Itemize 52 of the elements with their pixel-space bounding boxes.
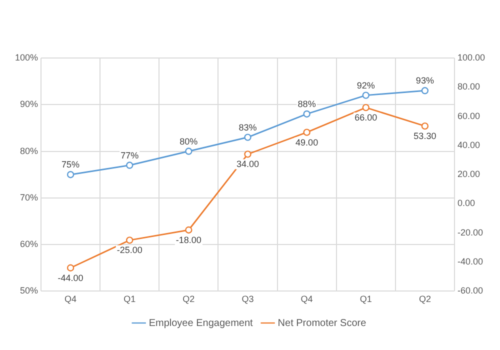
data-label: 66.00 (354, 112, 378, 123)
point (185, 226, 192, 234)
point (244, 150, 252, 158)
point (66, 264, 74, 272)
legend-label: Net Promoter Score (278, 318, 367, 329)
data-label: 83% (238, 122, 257, 132)
x-tick-label: Q1 (124, 294, 136, 304)
y2-tick-label: -40.00 (457, 256, 484, 267)
y-tick-label: 90% (20, 99, 38, 110)
y2-tick-label: 20.00 (457, 169, 480, 180)
y2-tick-label: 40.00 (457, 140, 480, 150)
x-tick-label: Q1 (360, 294, 372, 304)
data-label: -25.00 (116, 245, 142, 256)
y2-tick-label: 60.00 (457, 110, 480, 121)
point (303, 128, 310, 136)
y2-tick-label: 80.00 (457, 82, 480, 92)
data-label: 88% (298, 98, 316, 109)
y2-tick-label: 100.00 (457, 52, 486, 62)
data-label: 49.00 (296, 137, 318, 148)
point (244, 134, 252, 141)
x-tick-label: Q2 (418, 294, 431, 304)
x-tick-label: Q2 (182, 294, 195, 304)
point (185, 148, 192, 155)
point (303, 110, 310, 118)
data-label: 75% (62, 160, 80, 170)
y2-tick-label: 0.00 (457, 198, 476, 208)
y2-tick-label: -60.00 (457, 286, 484, 296)
point (126, 236, 134, 244)
y-tick-label: 50% (20, 286, 38, 296)
y-tick-label: 70% (20, 192, 38, 202)
x-tick-label: Q4 (64, 294, 77, 304)
data-label: 34.00 (236, 159, 260, 170)
data-label: -44.00 (58, 272, 84, 283)
data-label: 80% (180, 136, 198, 146)
data-label: 93% (416, 76, 434, 86)
data-label: 92% (356, 80, 375, 90)
point (421, 87, 429, 94)
data-label: 53.30 (414, 131, 436, 142)
data-label: -18.00 (176, 234, 202, 245)
x-tick-label: Q4 (300, 294, 313, 304)
y-tick-label: 100% (14, 52, 38, 62)
point (421, 122, 429, 130)
point (362, 104, 370, 112)
legend-label: Employee Engagement (148, 318, 254, 329)
point (66, 171, 74, 178)
y2-tick-label: -20.00 (457, 227, 484, 238)
point (362, 92, 370, 99)
point (126, 162, 134, 169)
data-label: 77% (120, 150, 139, 160)
y-tick-label: 60% (20, 239, 38, 250)
x-tick-label: Q3 (242, 294, 254, 304)
y-tick-label: 80% (20, 146, 38, 156)
